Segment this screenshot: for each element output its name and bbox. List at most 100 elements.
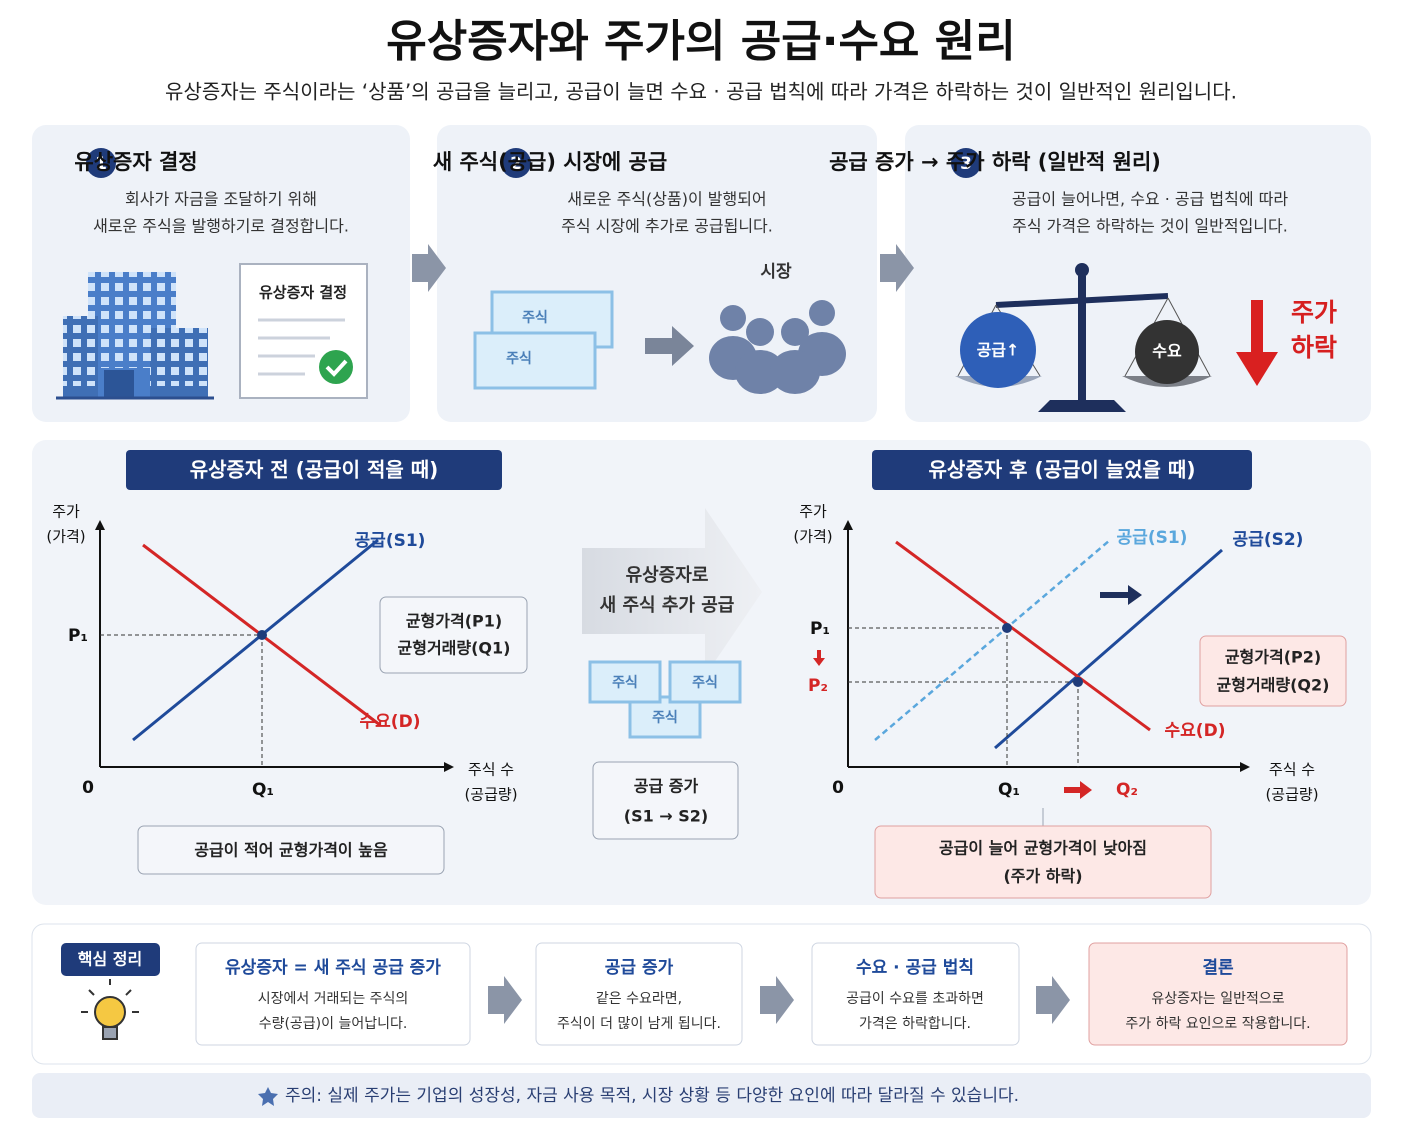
supply-label: 공급(S1) — [1117, 528, 1188, 548]
summary-card — [811, 942, 1020, 1046]
x-axis-label: 주식 수 — [1269, 761, 1315, 779]
quantity-label: Q₂ — [1116, 780, 1138, 800]
equilibrium-label: 균형거래량(Q1) — [398, 639, 511, 658]
quantity-label: Q₁ — [252, 780, 274, 800]
summary-text: 가격은 하락합니다. — [859, 1016, 971, 1032]
demand-label: 수요(D) — [360, 712, 421, 732]
equilibrium-box — [379, 596, 528, 674]
step-title: 새 주식(공급) 시장에 공급 — [433, 150, 667, 174]
certificate-label: 주식 — [612, 675, 638, 691]
price-label: P₁ — [68, 626, 88, 646]
y-axis-label: (가격) — [46, 528, 85, 546]
certificate-icon — [473, 331, 597, 390]
summary-card — [535, 942, 743, 1046]
summary-card — [195, 942, 471, 1046]
step-number: 2 — [510, 154, 522, 174]
step-description: 회사가 자금을 조달하기 위해 — [125, 190, 317, 209]
summary-text: 주가 하락 요인으로 작용합니다. — [1125, 1016, 1310, 1032]
certificate-icon — [668, 660, 742, 704]
step-description: 새로운 주식(상품)이 발행되어 — [567, 190, 766, 209]
supply-label: 공급(S2) — [1233, 530, 1304, 550]
market-label: 시장 — [760, 262, 792, 282]
footer-note: 주의: 실제 주가는 기업의 성장성, 자금 사용 목적, 시장 상황 등 다양… — [285, 1086, 1019, 1106]
document-label: 유상증자 결정 — [259, 284, 347, 302]
y-axis-label: 주가 — [799, 503, 827, 521]
step-number: 1 — [95, 154, 107, 174]
demand-label: 수요(D) — [1165, 721, 1226, 741]
quantity-label: Q₁ — [998, 780, 1020, 800]
summary-title: 결론 — [1202, 958, 1234, 978]
result-label: 주가 — [1291, 298, 1337, 327]
certificate-label: 주식 — [652, 710, 678, 726]
supply-box — [592, 761, 739, 840]
document-icon — [239, 263, 368, 399]
star-icon — [258, 1087, 278, 1106]
scale-icon — [955, 263, 1212, 412]
origin-label: 0 — [832, 778, 844, 798]
chart-note: 공급이 적어 균형가격이 높음 — [194, 841, 388, 860]
scale-label: 수요 — [1152, 342, 1182, 361]
page-subtitle: 유상증자는 주식이라는 ‘상품’의 공급을 늘리고, 공급이 늘면 수요 · 공… — [165, 80, 1237, 104]
step-title: 유상증자 결정 — [74, 150, 197, 174]
step-number-badge — [501, 148, 531, 178]
price-label: P₁ — [810, 619, 830, 639]
chart-header — [126, 450, 502, 490]
chart-note: 공급이 늘어 균형가격이 낮아짐 — [939, 839, 1147, 858]
equilibrium-label: 균형가격(P1) — [406, 612, 502, 631]
result-label: 하락 — [1291, 333, 1337, 362]
bulb-icon — [81, 979, 139, 1040]
step-number: 3 — [960, 154, 972, 174]
transition-text: 유상증자로 — [626, 565, 709, 586]
supply-label: 공급(S1) — [355, 531, 426, 551]
transition-text: 새 주식 추가 공급 — [600, 595, 735, 616]
summary-text: 수량(공급)이 늘어납니다. — [259, 1016, 408, 1032]
summary-text: 공급이 수요를 초과하면 — [846, 991, 984, 1007]
certificate-label: 주식 — [506, 351, 532, 367]
origin-label: 0 — [82, 778, 94, 798]
chart-header: 유상증자 전 (공급이 적을 때) — [190, 458, 439, 482]
certificate-label: 주식 — [522, 310, 548, 326]
equilibrium-box — [1199, 635, 1347, 707]
x-axis-label: (공급량) — [464, 786, 517, 804]
page-title: 유상증자와 주가의 공급·수요 원리 — [386, 16, 1015, 67]
supply-change-label: 공급 증가 — [634, 777, 699, 796]
step-number-badge — [951, 148, 981, 178]
certificate-icon — [628, 695, 702, 739]
equilibrium-label: 균형가격(P2) — [1225, 648, 1321, 667]
transition-arrow — [582, 508, 762, 676]
summary-text: 시장에서 거래되는 주식의 — [258, 991, 409, 1007]
note-box — [137, 825, 445, 875]
chart-header: 유상증자 후 (공급이 늘었을 때) — [929, 458, 1196, 482]
chart-note: (주가 하락) — [1003, 867, 1082, 886]
summary-text: 같은 수요라면, — [596, 991, 682, 1007]
supply-change-label: (S1 → S2) — [624, 807, 708, 826]
certificate-icon — [588, 660, 662, 704]
step-number-badge — [86, 148, 116, 178]
step-description: 주식 가격은 하락하는 것이 일반적입니다. — [1012, 217, 1288, 236]
y-axis-label: 주가 — [52, 503, 80, 521]
price-label: P₂ — [808, 676, 828, 696]
certificate-label: 주식 — [692, 675, 718, 691]
step-description: 주식 시장에 추가로 공급됩니다. — [561, 217, 773, 236]
scale-label: 공급↑ — [977, 341, 1020, 360]
step-description: 새로운 주식을 발행하기로 결정합니다. — [93, 217, 349, 236]
summary-card — [1088, 942, 1348, 1046]
building-icon — [56, 272, 214, 400]
summary-badge-label: 핵심 정리 — [78, 950, 142, 969]
chart-header — [872, 450, 1252, 490]
after-chart — [813, 520, 1250, 799]
summary-title: 공급 증가 — [605, 958, 674, 978]
summary-title: 유상증자 = 새 주식 공급 증가 — [225, 958, 441, 978]
step-title: 공급 증가 → 주가 하락 (일반적 원리) — [829, 150, 1161, 174]
summary-text: 주식이 더 많이 남게 됩니다. — [557, 1016, 721, 1032]
note-box — [874, 825, 1212, 899]
summary-badge — [61, 943, 160, 976]
summary-text: 유상증자는 일반적으로 — [1151, 991, 1284, 1007]
summary-title: 수요 · 공급 법칙 — [856, 958, 974, 978]
equilibrium-label: 균형거래량(Q2) — [1217, 676, 1330, 695]
flow-arrow — [645, 326, 694, 366]
before-chart — [95, 520, 454, 772]
x-axis-label: (공급량) — [1265, 786, 1318, 804]
step-description: 공급이 늘어나면, 수요 · 공급 법칙에 따라 — [1012, 190, 1288, 209]
